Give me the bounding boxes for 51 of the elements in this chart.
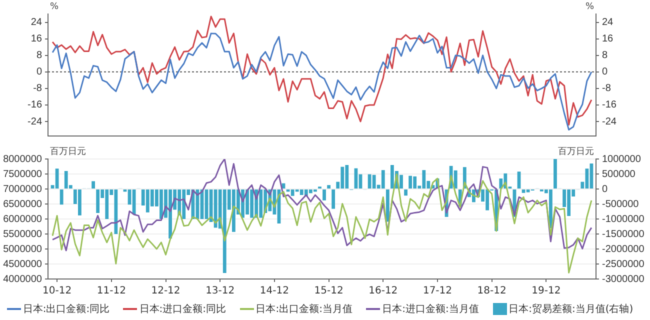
legend-label: 日本:进口金额:当月值 [382,302,479,316]
y2-tick-label: -24 [602,116,617,128]
y-tick-label: 4500000 [3,258,42,270]
y-tick-label: 7500000 [3,168,42,180]
y-tick-label: -16 [28,100,42,111]
y-tick-label: 7000000 [3,184,42,195]
x-tick-label: 11-12 [96,286,126,297]
y-tick-label: 24 [30,17,42,28]
y-tick-label: 6500000 [3,198,42,210]
x-tick-label: 14-12 [260,286,289,297]
x-tick-label: 17-12 [422,286,452,297]
y2-tick-label: -1000000 [602,214,645,225]
x-tick-label: 13-12 [206,286,235,297]
y-tick-label: 5500000 [3,228,42,240]
legend-label: 日本:出口金额:当月值 [256,302,352,316]
y2-tick-label: -8 [602,83,612,94]
y2-tick-label: 0 [602,184,608,195]
y2-axis-title: 百万日元 [558,146,594,157]
y-tick-label: 5000000 [3,244,42,255]
y2-axis-title: % [585,2,594,12]
x-tick-label: 15-12 [314,286,344,297]
y2-tick-label: 16 [602,34,614,45]
y2-tick-label: 1000000 [602,154,642,165]
y-axis-title: 百万日元 [50,146,86,157]
y-tick-label: 0 [36,66,42,78]
legend-label: 日本:出口金额:同比 [22,302,110,316]
y-tick-label: 16 [30,34,42,45]
y-tick-label: 4000000 [3,274,42,285]
y-axis-title: % [50,2,59,12]
y2-tick-label: -3000000 [602,274,645,285]
y-tick-label: 8000000 [3,154,42,165]
y2-tick-label: -16 [602,100,617,111]
y2-tick-label: 8 [602,50,608,62]
legend-label: 日本:进口金额:同比 [139,302,226,316]
y2-tick-label: 24 [602,17,614,28]
y-tick-label: -8 [33,83,42,94]
x-tick-label: 10-12 [42,286,72,297]
y-tick-label: 8 [36,50,42,62]
x-tick-label: 16-12 [368,286,398,297]
x-tick-label: 18-12 [477,286,506,297]
y2-tick-label: -1500000 [602,228,645,240]
legend-label: 日本:贸易差额:当月值(右轴) [508,302,634,316]
y2-tick-label: -500000 [602,198,640,210]
x-tick-label: 12-12 [151,286,180,297]
y2-tick-label: -2500000 [602,258,645,270]
y-tick-label: -24 [28,116,42,128]
x-tick-label: 19-12 [532,286,561,297]
y2-tick-label: 500000 [602,168,636,180]
y2-tick-label: 0 [602,66,608,78]
y2-tick-label: -2000000 [602,244,645,255]
y-tick-label: 6000000 [3,214,42,225]
